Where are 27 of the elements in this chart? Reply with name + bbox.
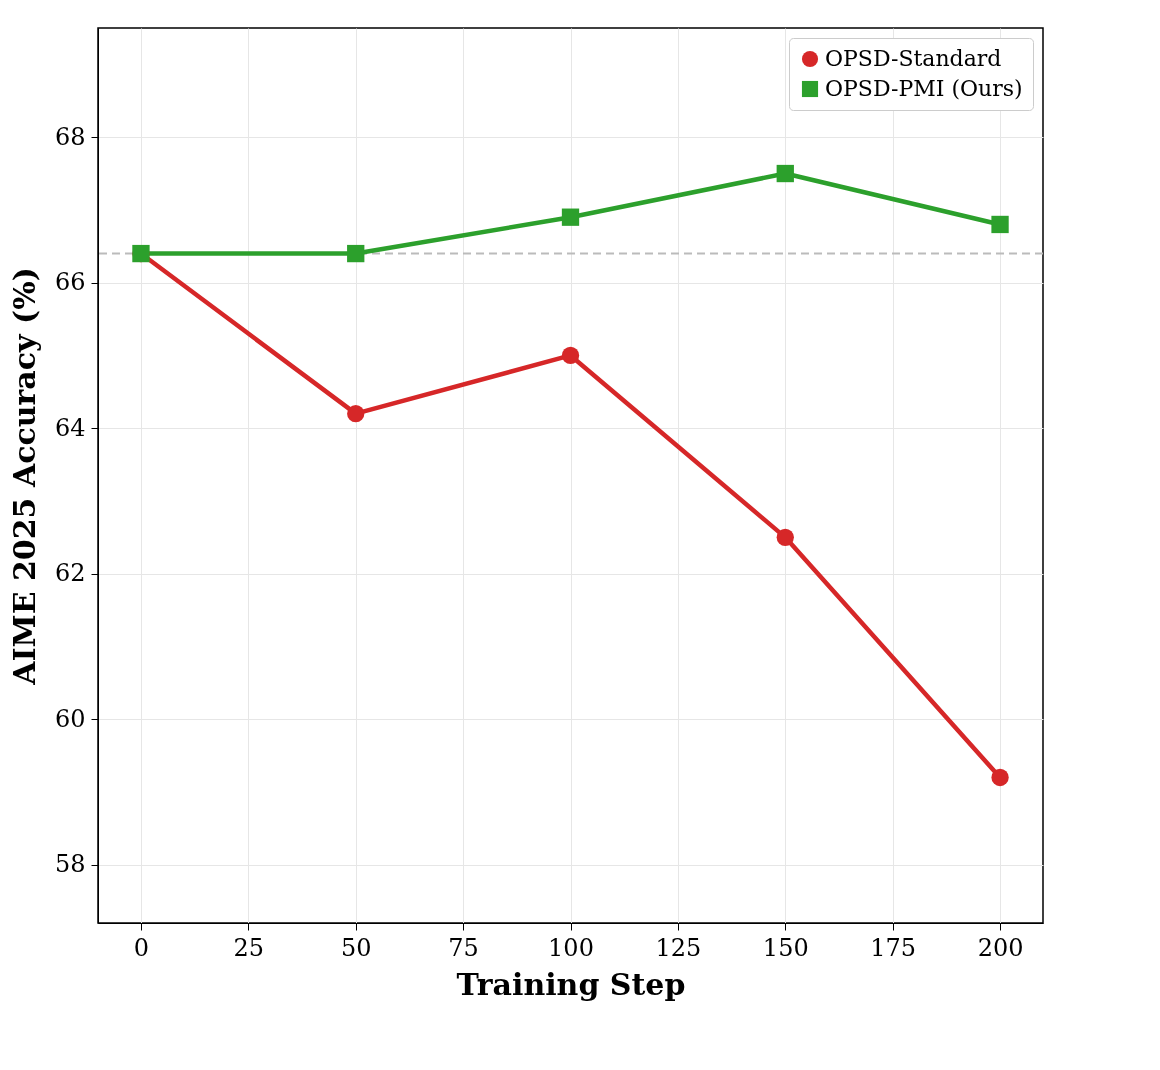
point bbox=[561, 208, 580, 226]
y-tick-label: 66 bbox=[54, 268, 86, 297]
x-axis-title: Training Step bbox=[456, 966, 686, 1002]
x-tick-label: 200 bbox=[977, 933, 1024, 962]
y-axis-title: AIME 2025 Accuracy (%) bbox=[6, 267, 42, 686]
point bbox=[347, 405, 365, 423]
x-tick-label: 150 bbox=[762, 933, 809, 962]
point bbox=[991, 768, 1009, 787]
x-tick-label: 25 bbox=[233, 933, 265, 962]
x-tick-label: 50 bbox=[340, 933, 372, 962]
y-tick-label: 64 bbox=[54, 413, 86, 442]
x-tick-label: 175 bbox=[870, 933, 917, 962]
x-tick-label: 0 bbox=[133, 933, 150, 962]
y-tick-label: 58 bbox=[54, 850, 86, 879]
y-tick-label: 60 bbox=[54, 704, 86, 733]
point bbox=[776, 528, 794, 546]
point bbox=[776, 164, 794, 183]
y-tick-label: 62 bbox=[54, 559, 86, 588]
point bbox=[347, 244, 365, 263]
x-tick-label: 75 bbox=[448, 933, 479, 962]
point bbox=[991, 215, 1009, 234]
legend-label: OPSD-Standard bbox=[825, 46, 1002, 71]
point bbox=[561, 346, 580, 365]
x-tick-label: 100 bbox=[548, 933, 594, 962]
x-tick-label: 125 bbox=[655, 933, 702, 962]
y-tick-label: 68 bbox=[54, 122, 86, 151]
legend-label: OPSD-PMI (Ours) bbox=[825, 76, 1023, 101]
